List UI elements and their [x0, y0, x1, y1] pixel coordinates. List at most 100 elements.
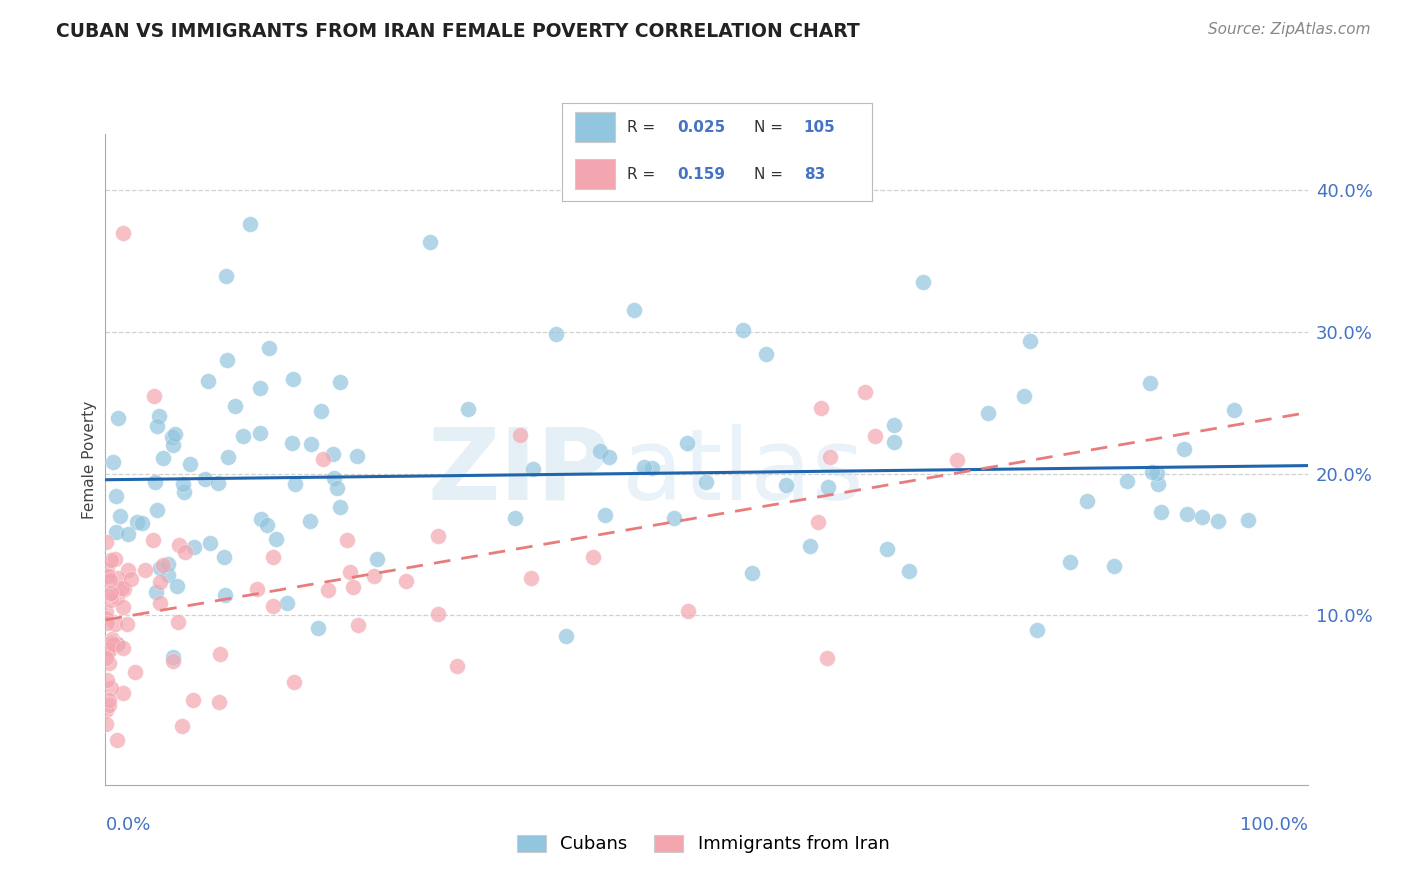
- Point: [108, 509, 131, 524]
- Point: [174, 545, 197, 559]
- Point: [145, 502, 167, 516]
- Point: [520, 571, 543, 585]
- Text: 105: 105: [804, 120, 835, 135]
- Point: [97, 642, 120, 657]
- Point: [104, 524, 127, 539]
- Point: [183, 540, 205, 554]
- Point: [366, 551, 388, 566]
- Point: [817, 480, 839, 494]
- Point: [1018, 334, 1040, 349]
- Point: [101, 632, 124, 646]
- Point: [853, 385, 876, 400]
- Point: [946, 453, 969, 467]
- Point: [1142, 465, 1164, 479]
- Point: [329, 500, 352, 515]
- Point: [281, 435, 304, 450]
- Point: [167, 539, 190, 553]
- Point: [249, 381, 271, 395]
- Point: [876, 542, 898, 557]
- Point: [810, 401, 832, 415]
- Point: [96, 703, 118, 717]
- Point: [554, 629, 576, 643]
- Text: CUBAN VS IMMIGRANTS FROM IRAN FEMALE POVERTY CORRELATION CHART: CUBAN VS IMMIGRANTS FROM IRAN FEMALE POV…: [56, 22, 860, 41]
- Point: [1223, 403, 1246, 417]
- Point: [146, 419, 169, 434]
- Point: [322, 447, 344, 461]
- Point: [427, 607, 450, 621]
- Text: ZIP: ZIP: [427, 424, 610, 521]
- Point: [883, 434, 905, 449]
- Point: [419, 235, 441, 250]
- Point: [96, 535, 118, 549]
- Point: [198, 536, 221, 550]
- Point: [224, 399, 246, 413]
- Point: [1102, 559, 1125, 574]
- Point: [582, 549, 605, 564]
- Point: [152, 450, 174, 465]
- Point: [754, 347, 776, 361]
- Point: [342, 581, 364, 595]
- Point: [641, 460, 664, 475]
- Point: [346, 449, 368, 463]
- Point: [160, 430, 183, 444]
- Point: [664, 511, 686, 525]
- Point: [593, 508, 616, 523]
- Point: [309, 404, 332, 418]
- Point: [94, 651, 117, 665]
- Point: [363, 569, 385, 583]
- Point: [105, 732, 128, 747]
- Point: [134, 563, 156, 577]
- Point: [98, 573, 121, 587]
- Text: R =: R =: [627, 120, 655, 135]
- Point: [215, 353, 238, 368]
- Point: [675, 435, 697, 450]
- Point: [217, 450, 239, 464]
- Point: [249, 426, 271, 441]
- Point: [239, 217, 262, 231]
- Point: [103, 551, 125, 566]
- Point: [104, 489, 127, 503]
- Text: R =: R =: [627, 167, 655, 182]
- Point: [281, 372, 304, 386]
- Point: [96, 673, 118, 687]
- Point: [212, 549, 235, 564]
- Point: [912, 275, 935, 289]
- Point: [194, 472, 217, 486]
- Point: [111, 686, 134, 700]
- Point: [105, 637, 128, 651]
- Point: [1236, 513, 1258, 527]
- Point: [100, 585, 122, 599]
- Point: [207, 475, 229, 490]
- Point: [208, 647, 231, 661]
- Point: [326, 481, 349, 495]
- Point: [100, 681, 122, 695]
- Point: [96, 615, 118, 630]
- Point: [1191, 510, 1213, 524]
- Point: [264, 533, 287, 547]
- Point: [1076, 494, 1098, 508]
- Point: [336, 533, 359, 547]
- Point: [246, 582, 269, 596]
- Point: [214, 588, 236, 602]
- Point: [208, 695, 231, 709]
- Point: [96, 563, 118, 577]
- Point: [299, 437, 322, 451]
- Point: [284, 477, 307, 491]
- Point: [544, 326, 567, 341]
- Point: [256, 517, 278, 532]
- Point: [1012, 389, 1035, 403]
- Point: [312, 452, 335, 467]
- Point: [446, 658, 468, 673]
- Point: [112, 582, 135, 596]
- Point: [623, 303, 645, 318]
- Point: [598, 450, 620, 465]
- Point: [298, 514, 321, 528]
- Point: [818, 450, 841, 464]
- Bar: [575, 160, 614, 189]
- Point: [149, 561, 172, 575]
- Y-axis label: Female Poverty: Female Poverty: [82, 401, 97, 518]
- Point: [815, 650, 838, 665]
- Text: 83: 83: [804, 167, 825, 182]
- Point: [94, 605, 117, 619]
- Point: [103, 637, 125, 651]
